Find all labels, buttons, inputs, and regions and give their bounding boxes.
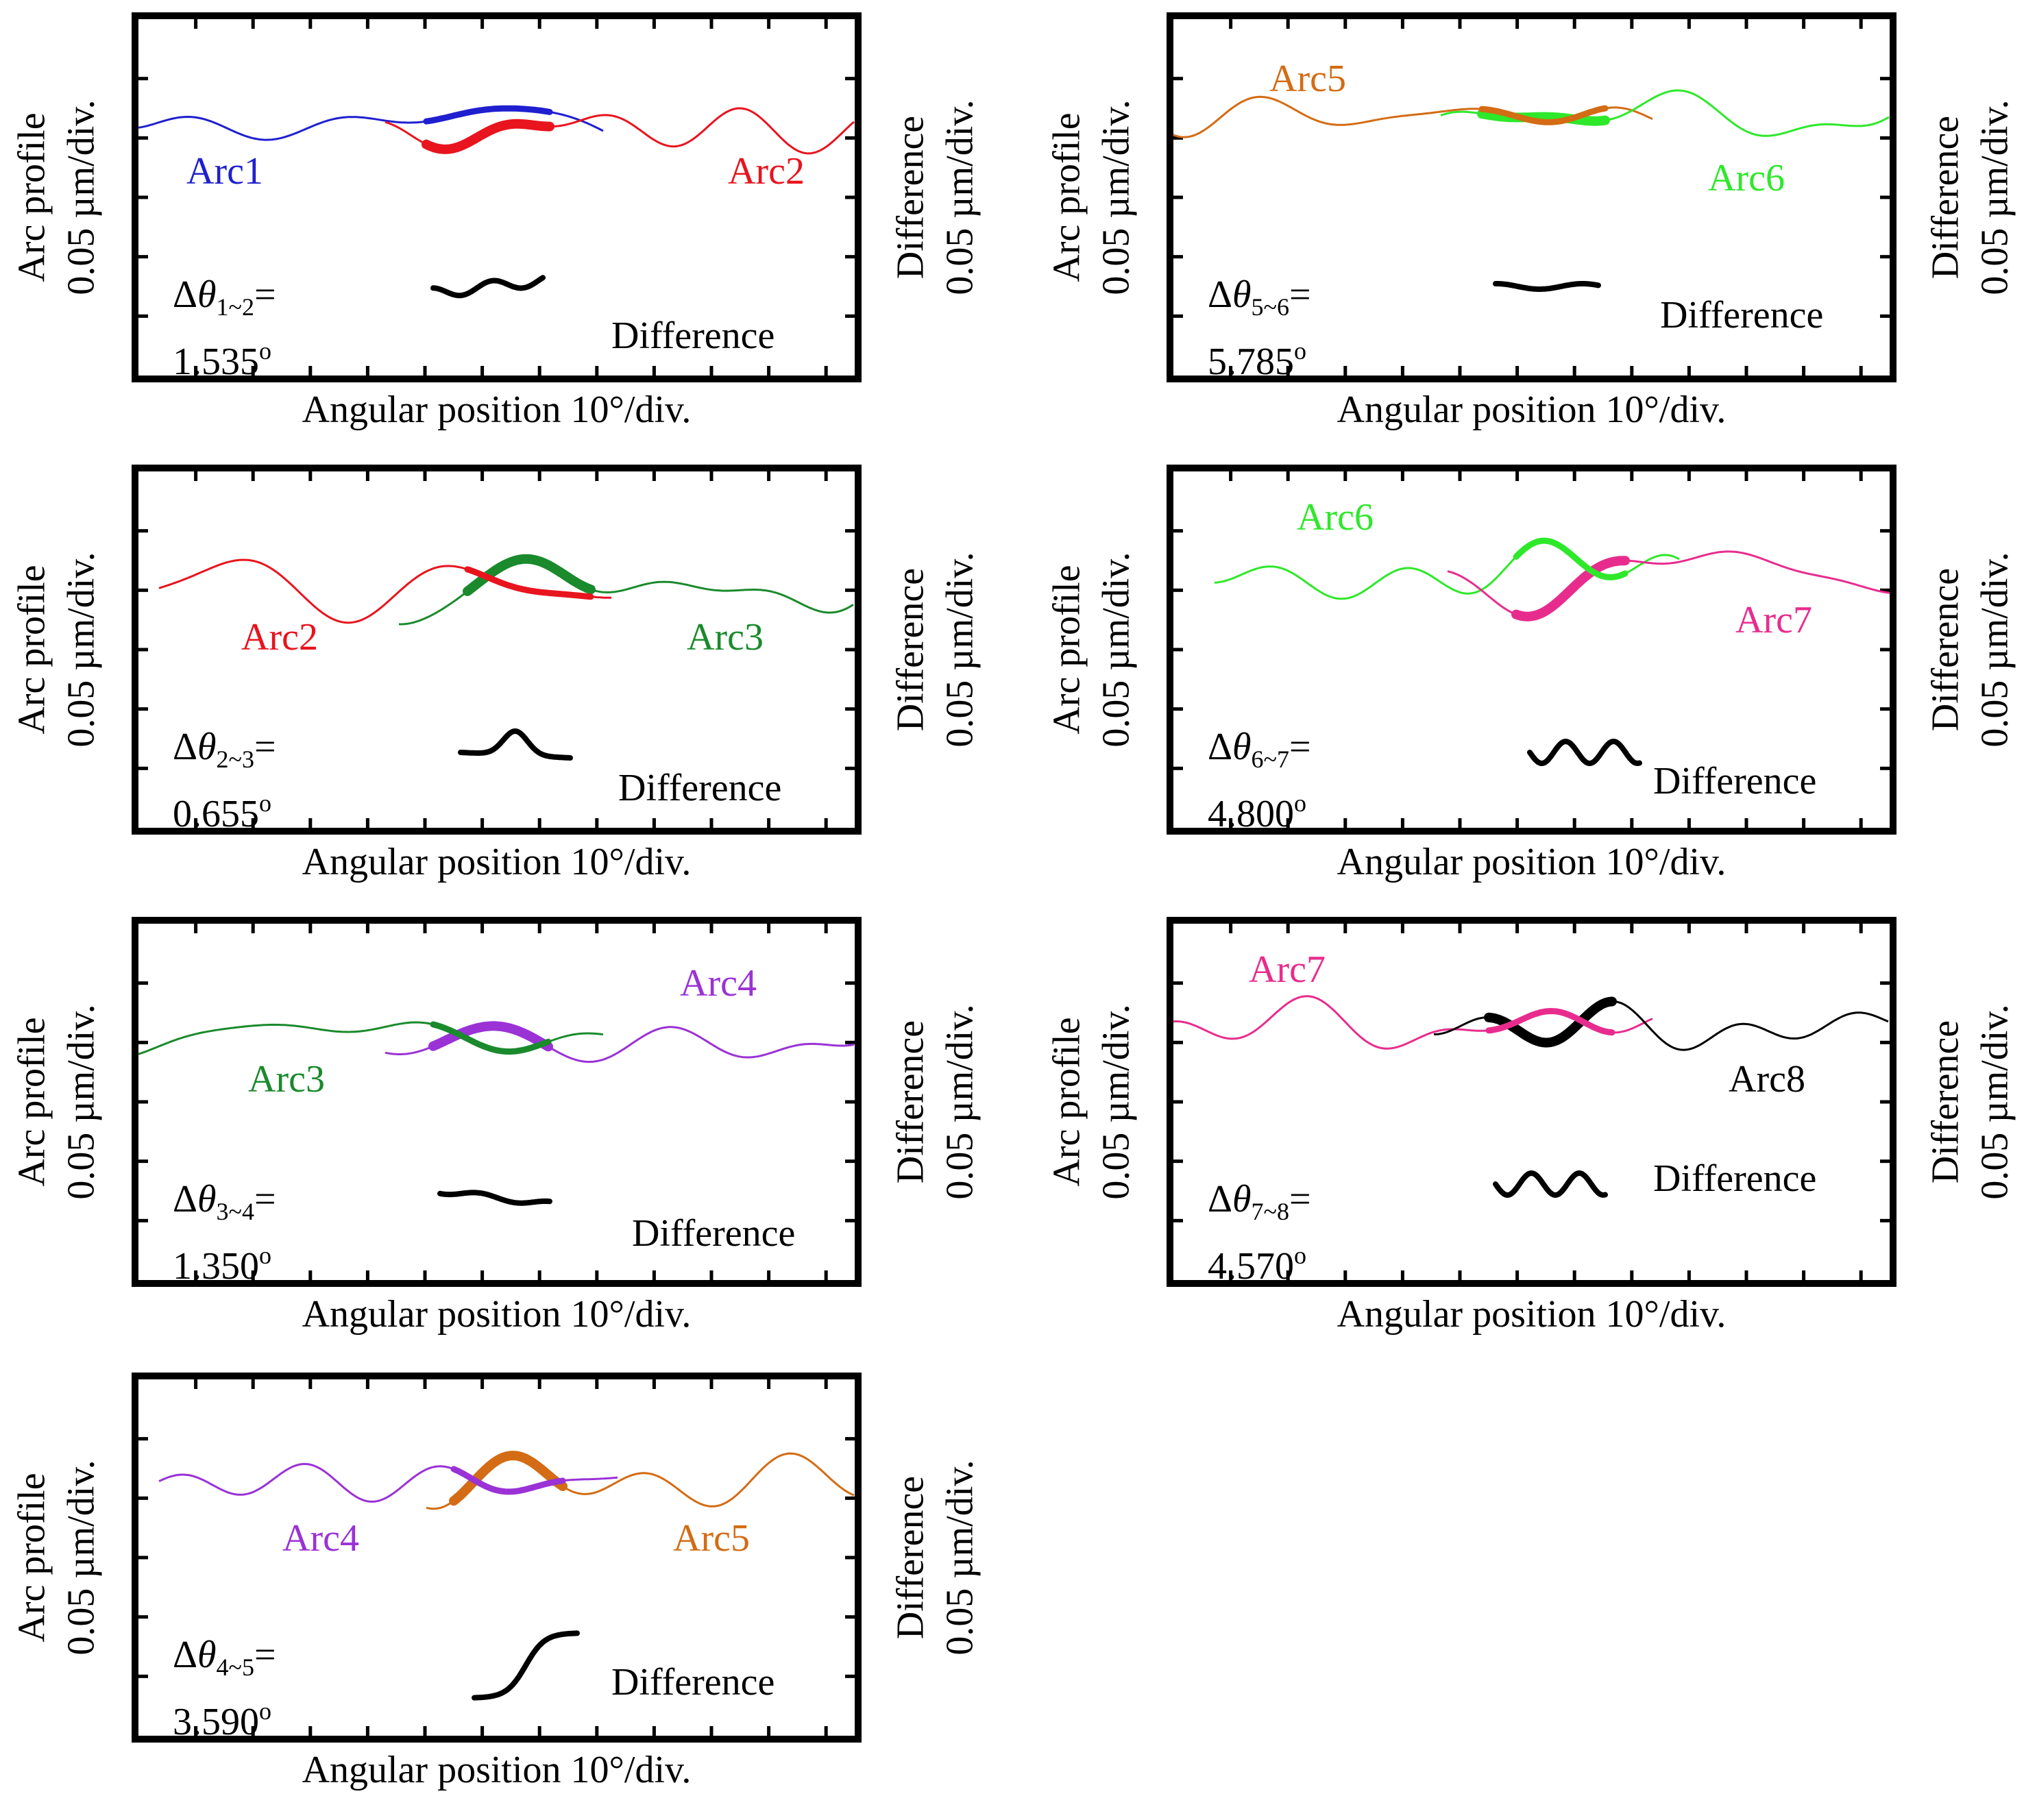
overlap-profile-b [422,119,554,154]
panel-arc3-arc4: Arc profile 0.05 µm/div. Arc3 Arc4 Δθ3~4=… [0,905,981,1357]
arc-profile-a [1214,539,1680,600]
y-axis-label-right: Difference 0.05 µm/div. [1925,552,2016,748]
overlap-profile-b [1511,556,1630,622]
y-axis-label-right: Difference 0.05 µm/div. [890,1460,981,1656]
difference-label: Difference [611,315,775,357]
y-axis-label-left: Arc profile 0.05 µm/div. [1046,1004,1138,1200]
y-axis-label-left: Arc profile 0.05 µm/div. [1046,99,1138,295]
arc-label-a: Arc3 [248,1058,325,1100]
plot-area: Arc2 Arc3 Δθ2~3= 0.655o Difference [132,465,862,835]
y-axis-label-left: Arc profile 0.05 µm/div. [11,552,103,748]
overlap-profile-a [450,1466,566,1495]
arc-label-a: Arc6 [1297,496,1374,539]
arc-label-b: Arc2 [728,150,805,193]
x-axis-label: Angular position 10°/div. [1337,1293,1727,1336]
delta-theta: Δθ1~2= 1.535o [173,273,276,383]
difference-trace [472,1630,580,1701]
overlap-profile-a [464,566,594,600]
difference-label: Difference [1660,294,1824,336]
plot-area: Arc1 Arc2 Δθ1~2= 1.535o Difference [132,12,862,383]
overlap-profile-a [1478,105,1609,125]
delta-theta: Δθ3~4= 1.350o [173,1178,276,1288]
x-axis-label: Angular position 10°/div. [1337,841,1727,883]
difference-label: Difference [1653,760,1817,802]
plot-area: Arc6 Arc7 Δθ6~7= 4.800o Difference [1167,465,1896,835]
arc-label-a: Arc5 [1269,58,1346,100]
difference-label: Difference [1653,1157,1817,1200]
chart-svg [138,1379,855,1736]
x-axis-label: Angular position 10°/div. [1337,389,1727,431]
arc-profile-b [1447,550,1890,618]
plot-area: Arc3 Arc4 Δθ3~4= 1.350o Difference [132,917,862,1288]
arc-label-a: Arc7 [1249,948,1326,991]
delta-theta: Δθ5~6= 5.785o [1208,273,1311,383]
difference-label: Difference [618,767,782,809]
delta-theta: Δθ2~3= 0.655o [173,726,276,835]
chart-svg [138,924,855,1280]
x-axis-label: Angular position 10°/div. [302,841,692,883]
arc-label-b: Arc6 [1708,157,1785,199]
panel-arc2-arc3: Arc profile 0.05 µm/div. Arc2 Arc3 Δθ2~3=… [0,452,981,905]
overlap-profile-a [430,1021,552,1055]
arc-label-b: Arc5 [673,1517,750,1560]
y-axis-label-left: Arc profile 0.05 µm/div. [11,99,103,295]
panel-arc7-arc8: Arc profile 0.05 µm/div. Arc7 Arc8 Δθ7~8=… [1035,905,2016,1357]
panel-arc1-arc2: Arc profile 0.05 µm/div. Arc1 Arc2 Δθ1~2=… [0,0,981,452]
chart-svg [1173,471,1890,828]
panel-arc5-arc6: Arc profile 0.05 µm/div. Arc5 Arc6 Δθ5~6=… [1035,0,2016,452]
chart-svg [138,19,855,376]
difference-label: Difference [611,1661,775,1704]
arc-label-b: Arc4 [680,962,757,1005]
arc-label-b: Arc7 [1735,599,1812,641]
arc-label-a: Arc4 [282,1517,359,1560]
chart-svg [138,471,855,828]
difference-trace [430,275,546,299]
y-axis-label-right: Difference 0.05 µm/div. [1925,1004,2016,1200]
x-axis-label: Angular position 10°/div. [302,1293,692,1336]
x-axis-label: Angular position 10°/div. [302,389,692,431]
plot-area: Arc7 Arc8 Δθ7~8= 4.570o Difference [1167,917,1896,1288]
chart-svg [1173,19,1890,376]
overlap-profile-a [1485,1007,1615,1036]
difference-trace [458,728,573,761]
overlap-profile-b [1484,996,1617,1048]
difference-trace [437,1190,552,1206]
delta-theta: Δθ4~5= 3.590o [173,1634,276,1743]
y-axis-label-right: Difference 0.05 µm/div. [890,99,981,295]
difference-trace [1493,1170,1608,1198]
y-axis-label-right: Difference 0.05 µm/div. [890,552,981,748]
overlap-profile-a [1513,537,1629,580]
y-axis-label-left: Arc profile 0.05 µm/div. [11,1460,103,1656]
delta-theta: Δθ6~7= 4.800o [1208,726,1311,835]
arc-label-b: Arc8 [1729,1058,1805,1100]
y-axis-label-left: Arc profile 0.05 µm/div. [1046,552,1138,748]
overlap-profile-a [423,105,553,125]
plot-area: Arc4 Arc5 Δθ4~5= 3.590o Difference [132,1373,862,1743]
plot-area: Arc5 Arc6 Δθ5~6= 5.785o Difference [1167,12,1896,383]
overlap-profile-b [1477,109,1610,126]
difference-label: Difference [632,1212,796,1255]
y-axis-label-right: Difference 0.05 µm/div. [1925,99,2016,295]
arc-label-a: Arc2 [241,616,318,659]
chart-svg [1173,924,1890,1280]
x-axis-label: Angular position 10°/div. [302,1749,692,1791]
delta-theta: Δθ7~8= 4.570o [1208,1178,1311,1288]
difference-trace [1493,281,1601,292]
overlap-profile-b [449,1451,568,1506]
y-axis-label-left: Arc profile 0.05 µm/div. [11,1004,103,1200]
panel-arc6-arc7: Arc profile 0.05 µm/div. Arc6 Arc7 Δθ6~7=… [1035,452,2016,905]
arc-label-b: Arc3 [687,616,764,659]
arc-label-a: Arc1 [186,150,263,193]
difference-trace [1527,738,1642,767]
overlap-profile-b [428,1021,553,1052]
panel-arc4-arc5: Arc profile 0.05 µm/div. Arc4 Arc5 Δθ4~5=… [0,1360,981,1812]
y-axis-label-right: Difference 0.05 µm/div. [890,1004,981,1200]
